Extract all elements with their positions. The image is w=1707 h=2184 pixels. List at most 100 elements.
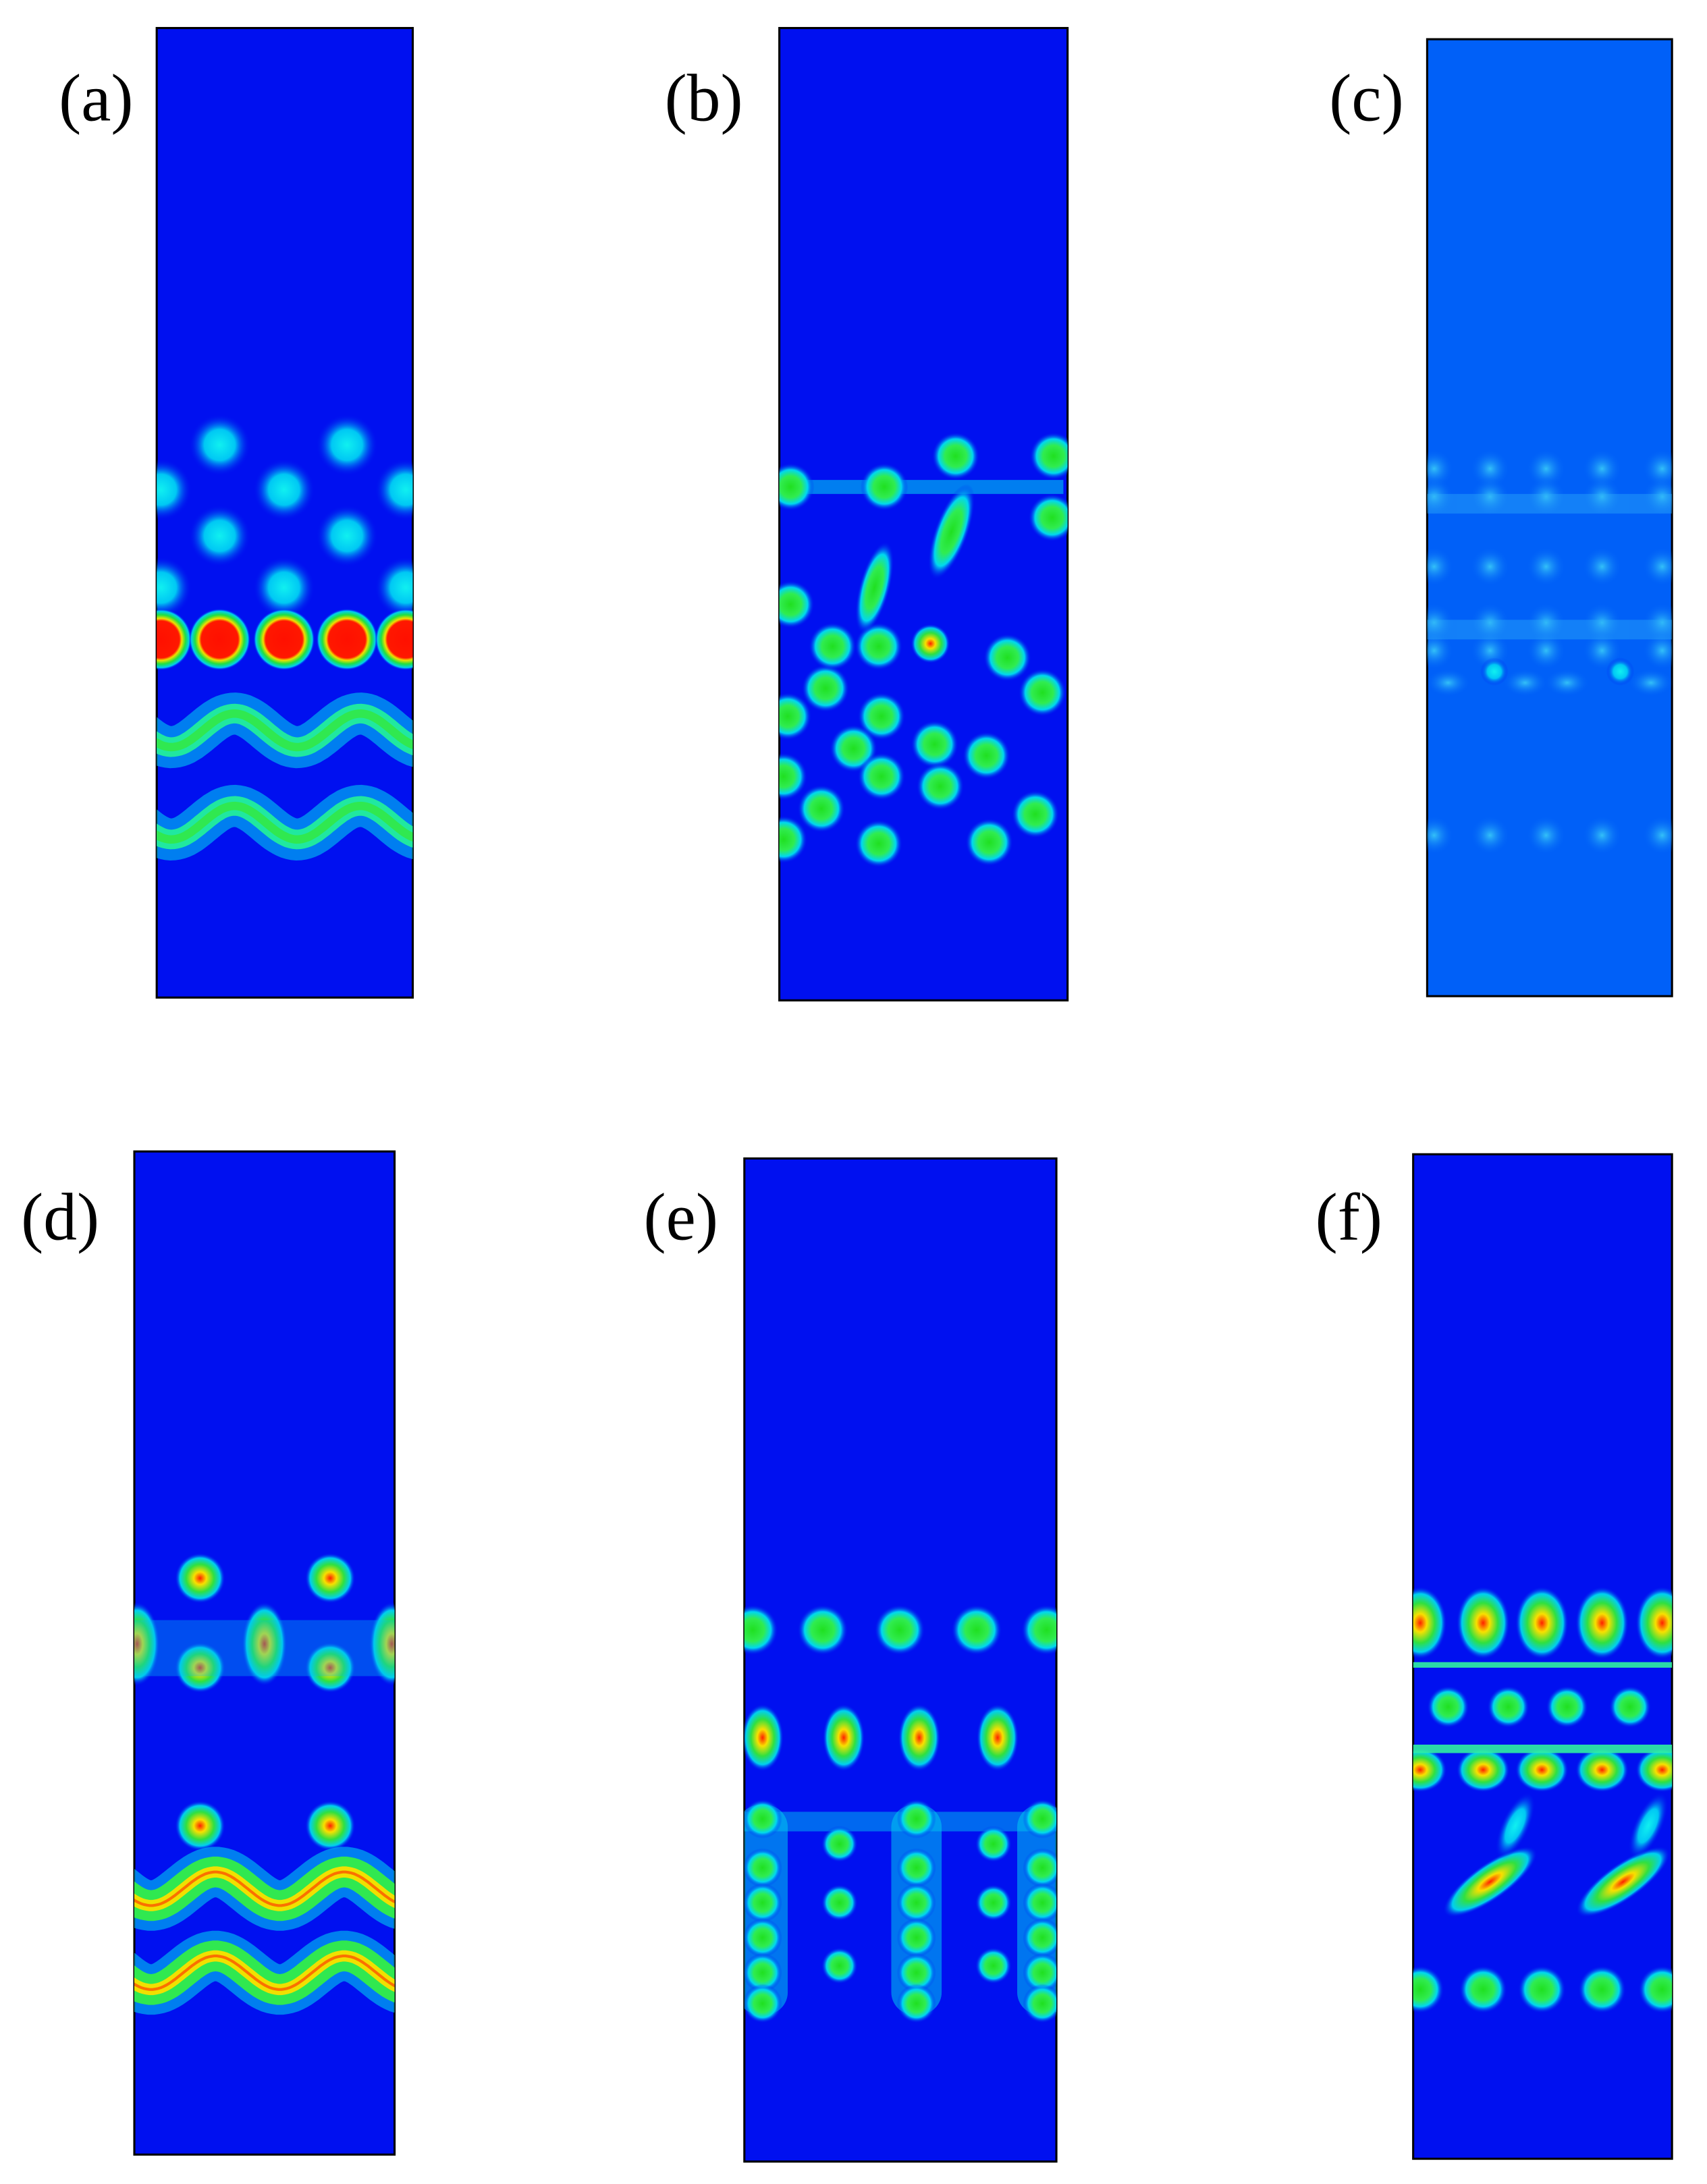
density-blob [744,1918,782,1958]
density-blob [1526,449,1566,489]
density-blob [1028,493,1068,542]
density-blob [1575,1846,1671,1917]
density-blob [857,753,906,800]
density-blob [1470,603,1510,643]
density-blob [896,1953,936,1992]
density-blob [1575,1586,1629,1660]
density-blob [1011,790,1060,838]
density-blob [157,557,192,619]
panel-art [157,414,413,861]
density-blob [855,819,903,868]
density-blob [896,1984,936,2023]
density-blob [1495,1792,1536,1859]
density-band [157,709,413,752]
density-band [134,1954,395,1991]
density-band [134,1870,395,1907]
density-blob [1546,1685,1588,1728]
density-blob [188,505,251,567]
density-blob [1544,668,1590,697]
density-blob [188,608,251,671]
density-blob [1582,630,1622,671]
density-blob [896,1848,936,1888]
density-blob [1029,432,1068,481]
panel-label: (c) [1329,60,1403,135]
panel-art [744,1604,1057,2023]
density-blob [821,1947,858,1984]
panel-art [1427,449,1673,855]
density-blob [874,1604,925,1656]
density-blob [1023,1883,1057,1923]
density-blob [316,608,378,671]
density-blob [375,459,413,521]
density-blob [375,557,413,619]
density-blob [1582,449,1622,489]
density-blob [1459,1965,1507,2014]
density-blob [175,1642,225,1693]
density-blob [1470,476,1510,516]
density-blob [779,463,815,511]
density-blob [855,622,903,671]
density-blob [253,458,315,521]
panel-label: (e) [644,1180,718,1255]
density-blob [744,1883,782,1923]
density-blob [1642,476,1673,516]
density-blob [1638,1965,1673,2014]
density-blob [1635,1747,1673,1793]
density-blob [779,753,808,800]
density-blob [927,484,975,580]
density-blob [855,541,894,634]
density-blob [744,1604,778,1656]
density-blob [821,1826,858,1863]
density-blob [744,1953,782,1992]
density-blob [916,762,965,811]
density-blob [1470,547,1510,586]
density-blob [1642,547,1673,586]
density-blob [1480,657,1509,686]
density-blob [1470,449,1510,489]
density-blob [369,1602,395,1686]
density-blob [779,580,815,628]
density-blob [1443,1846,1538,1917]
density-blob [963,732,1010,780]
density-blob [1582,603,1622,643]
density-blob [1582,476,1622,516]
density-blob [316,414,378,476]
density-maps [134,414,1673,2023]
density-blob [304,1642,356,1693]
density-blob [797,1604,848,1656]
density-blob [1526,603,1566,643]
panel-label: (f) [1316,1180,1382,1255]
density-blob [304,1800,356,1851]
density-blob [375,608,413,670]
density-blob [1628,1792,1669,1859]
density-blob [911,720,958,769]
density-blob [809,622,857,671]
density-blob [965,818,1013,867]
density-blob [1487,1685,1529,1728]
density-blob [253,557,315,619]
density-blob [1456,1747,1510,1793]
density-blob [1427,668,1471,697]
density-blob [1628,668,1673,697]
density-blob [975,1947,1012,1984]
panel-art [779,432,1068,868]
density-blob [1023,1984,1057,2023]
density-blob [1023,1848,1057,1888]
density-blob [1413,1747,1447,1793]
density-blob [975,1826,1012,1863]
panel-art [1413,1586,1673,2014]
density-blob [242,1602,287,1686]
density-blob [1413,1586,1447,1660]
density-blob [797,784,846,833]
density-blob [976,1703,1019,1772]
density-blob [1606,657,1635,686]
density-blob [1427,815,1454,855]
density-blob [983,634,1031,682]
density-blob [1515,1747,1569,1793]
panel-label: (d) [21,1180,99,1255]
density-blob [1427,630,1454,670]
density-blob [188,414,251,476]
density-blob [1023,1953,1057,1992]
density-blob [1526,476,1566,516]
